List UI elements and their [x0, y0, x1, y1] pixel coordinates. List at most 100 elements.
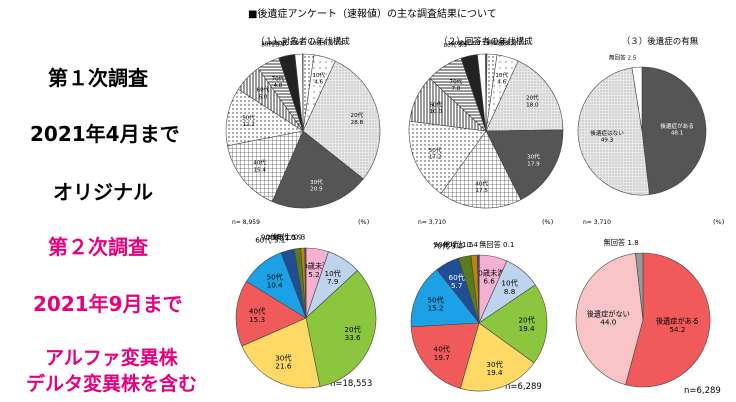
pie-slice	[410, 322, 480, 389]
second-survey-label: 第２次調査	[48, 235, 148, 259]
slice-value-label: 20.9	[310, 186, 323, 192]
slice-label: 無回答 1.8	[604, 238, 640, 247]
slice-label: 50代	[242, 114, 255, 122]
unit-label: (%)	[542, 218, 553, 226]
slice-label: 100歳以上 0.1	[448, 39, 487, 47]
unit-label: (%)	[713, 218, 724, 226]
pie-slice	[460, 322, 535, 392]
slice-value-label: 17.9	[527, 161, 540, 167]
pie-slice	[440, 130, 522, 209]
slice-label: 10代	[312, 71, 325, 79]
slice-label: 40代	[249, 307, 265, 316]
pie-slice	[575, 253, 644, 386]
slice-label: 60代 3.1	[255, 235, 285, 244]
slice-label: 無回答 0.2	[487, 39, 514, 47]
pie-slice	[631, 66, 643, 132]
slice-label: 10歳未満 2.1	[493, 39, 528, 47]
slice-value-label: 5.7	[451, 281, 462, 290]
slice-label: 70代 1.5	[266, 233, 296, 242]
pie-slice	[225, 88, 304, 147]
unit-label: (%)	[358, 218, 369, 226]
slice-value-label: 33.6	[345, 333, 361, 342]
slice-label: 50代	[429, 146, 442, 154]
slice-label: 90代 1.6	[275, 39, 299, 47]
sample-size-label: n=18,553	[330, 379, 372, 389]
pie-slice	[476, 254, 480, 324]
slice-label: 80代 0.9	[272, 233, 302, 242]
header-title: ■後遺症アンケート（速報値）の主な調査結果について	[248, 9, 497, 20]
sample-size-label: n=6,289	[684, 386, 721, 396]
slice-value-label: 48.1	[671, 131, 684, 137]
sample-size-label: n=6,289	[505, 382, 542, 392]
slice-label: 30代	[486, 360, 502, 369]
slice-label: 50代	[427, 295, 443, 304]
slice-value-label: 5.2	[308, 270, 319, 279]
pie-slice	[577, 67, 650, 196]
slice-value-label: 49.3	[601, 137, 614, 143]
sample-size-label: n= 3,710	[583, 219, 611, 226]
slice-value-label: 12.2	[242, 122, 254, 128]
slice-value-label: 6.6	[483, 277, 495, 286]
slice-label: 10代	[501, 279, 517, 288]
pie-slice	[478, 284, 548, 364]
pie-slice	[271, 130, 364, 209]
slice-label: 後遺症がない	[587, 309, 630, 318]
pie-slice	[227, 130, 304, 202]
slice-value-label: 28.8	[351, 120, 364, 126]
slice-label: 後遺症がある	[656, 317, 699, 326]
pie-slice	[485, 60, 564, 132]
slice-value-label: 8.8	[504, 287, 516, 296]
slice-label: 10歳未満	[299, 262, 330, 271]
slice-label: 90代 1.7	[458, 39, 482, 47]
second-variant-line2: デルタ変異株を含む	[26, 373, 198, 395]
pie-slice	[302, 60, 381, 180]
slice-value-label: 21.6	[275, 362, 291, 371]
slice-label: 70代	[450, 78, 463, 86]
first-period-label: 2021年4月まで	[30, 122, 180, 146]
slice-label: 40代	[475, 179, 488, 187]
slice-value-label: 15.3	[249, 315, 265, 324]
slice-label: 100歳以上 0.09	[261, 39, 303, 47]
slice-label: 60代	[257, 86, 270, 94]
slice-value-label: 17.5	[475, 188, 488, 194]
slice-label: 80代 3.5	[444, 41, 468, 49]
chart-title: （２）回答者の年代構成	[439, 36, 533, 47]
slice-label: 70代 3.0	[433, 242, 463, 251]
first-variant-label: オリジナル	[53, 180, 153, 204]
pie-slice	[408, 120, 487, 194]
chart-title: （３）後遺症の有無	[622, 36, 699, 47]
slice-value-label: 15.2	[428, 304, 444, 313]
slice-label: 後遺症がある	[660, 122, 694, 130]
slice-label: 80代 3.4	[261, 41, 285, 49]
pie-slice	[305, 270, 377, 387]
pie-slice	[485, 129, 564, 201]
slice-label: 50代	[267, 272, 283, 281]
slice-label: 無回答 0.1	[479, 240, 514, 249]
slice-label: 70代	[272, 75, 285, 83]
pie-slice	[635, 252, 644, 321]
slice-label: 40代	[434, 345, 450, 354]
slice-value-label: 6.0	[258, 94, 267, 100]
slice-label: 30代	[310, 178, 323, 186]
slice-label: 10代	[325, 269, 341, 278]
slice-label: 20代	[344, 325, 360, 334]
slice-value-label: 10.4	[267, 281, 283, 290]
pie-slice	[241, 317, 321, 389]
slice-label: 10代	[495, 71, 508, 79]
slice-value-label: 4.6	[497, 79, 506, 85]
slice-value-label: 4.6	[314, 80, 323, 86]
slice-label: 90代以上 0.3	[261, 233, 305, 242]
slice-label: 20代	[526, 94, 539, 102]
slice-value-label: 18.0	[526, 102, 539, 108]
pie-slice	[410, 269, 480, 327]
slice-label: 80代 1.5	[443, 240, 473, 249]
slice-value-label: 15.4	[253, 167, 266, 173]
slice-value-label: 4.8	[273, 83, 282, 89]
